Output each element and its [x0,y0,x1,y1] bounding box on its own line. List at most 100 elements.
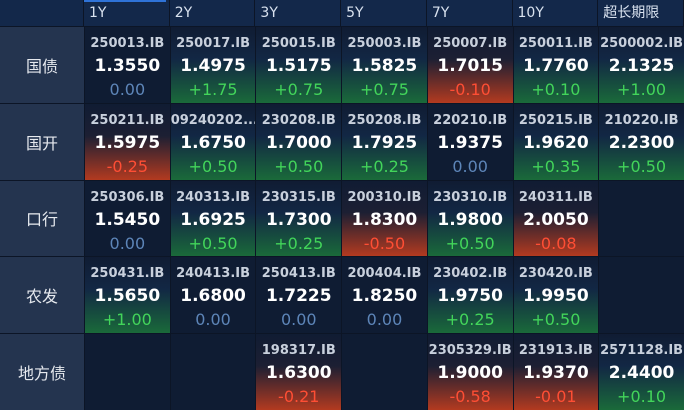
bond-quote-cell[interactable]: 230310.IB 1.9800 +0.50 [426,179,513,257]
bond-quote-cell[interactable]: 2305329.IB 1.9000 -0.58 [426,333,513,410]
bond-yield: 1.5175 [265,56,332,76]
bond-yield: 1.6750 [180,132,246,153]
yield-change: +0.10 [531,80,581,99]
yield-change: 0.00 [109,80,146,99]
bond-yield: 2.1325 [608,56,675,76]
bond-quote-cell[interactable]: 250208.IB 1.7925 +0.25 [341,102,427,180]
yield-change: +0.50 [531,310,581,330]
yield-change: +0.75 [359,80,409,99]
bond-code: 230402.IB [433,266,508,282]
bond-yield: 1.9375 [437,132,503,153]
bond-quote-cell[interactable]: 250431.IB 1.5650 +1.00 [84,256,170,334]
bond-code: 250431.IB [90,266,165,282]
bond-quote-cell[interactable]: 230420.IB 1.9950 +0.50 [512,256,599,334]
bond-code: 2571128.IB [600,343,684,359]
yield-change: +1.00 [617,80,667,99]
bond-quote-cell[interactable]: 250013.IB 1.3550 0.00 [84,26,170,103]
bond-yield: 2.2300 [608,132,675,153]
yield-change: +0.10 [617,387,667,407]
column-header[interactable]: 5Y [341,0,427,26]
bond-code: 231913.IB [518,343,593,359]
bond-yield: 1.6925 [180,209,246,230]
bond-quote-cell[interactable]: 250413.IB 1.7225 0.00 [255,256,342,334]
column-header[interactable]: 2Y [169,0,256,26]
bond-yield: 1.8300 [351,209,418,230]
bond-yield: 1.9750 [437,286,503,307]
bond-code: 09240202... [170,112,256,128]
yield-change: -0.10 [449,80,491,99]
bond-quote-cell[interactable]: 2571128.IB 2.4400 +0.10 [598,333,684,410]
bond-code: 250211.IB [90,112,165,128]
bond-code: 240413.IB [176,266,251,282]
bond-yield: 1.7760 [523,56,589,76]
bond-quote-cell[interactable]: 230208.IB 1.7000 +0.50 [255,102,342,180]
bond-yield: 1.7225 [265,286,332,307]
bond-quote-cell[interactable]: 250215.IB 1.9620 +0.35 [512,102,599,180]
bond-code: 250208.IB [347,112,422,128]
bond-yield: 1.3550 [94,56,161,76]
bond-quote-cell[interactable]: 240311.IB 2.0050 -0.08 [512,179,599,257]
bond-yield: 1.7925 [351,132,418,153]
column-header[interactable]: 1Y [84,0,170,26]
bond-code: 230420.IB [518,266,593,282]
bond-code: 200404.IB [347,266,422,282]
bond-yield: 2.4400 [608,363,675,384]
bond-yield: 1.9950 [523,286,589,307]
bond-code: 230315.IB [261,189,336,205]
column-header[interactable]: 超长期限 [598,0,684,26]
bond-quote-cell[interactable]: 200310.IB 1.8300 -0.50 [341,179,427,257]
yield-change: 0.00 [366,310,403,330]
bond-quote-cell[interactable]: 240413.IB 1.6800 0.00 [169,256,256,334]
yield-change: +0.25 [359,156,409,176]
yield-change: -0.25 [106,156,149,176]
bond-quote-cell[interactable]: 2500002.IB 2.1325 +1.00 [598,26,684,103]
bond-yield: 1.9370 [523,363,589,384]
bond-quote-cell[interactable]: 250015.IB 1.5175 +0.75 [255,26,342,103]
yield-change: 0.00 [195,310,231,330]
yield-change: +1.75 [188,80,238,99]
bond-quote-cell[interactable]: 250211.IB 1.5975 -0.25 [84,102,170,180]
bond-quote-cell[interactable]: 230315.IB 1.7300 +0.25 [255,179,342,257]
bond-quote-cell[interactable]: 230402.IB 1.9750 +0.25 [426,256,513,334]
bond-code: 2305329.IB [428,343,512,359]
bond-quote-cell[interactable]: 198317.IB 1.6300 -0.21 [255,333,342,410]
active-column-indicator [84,0,166,2]
column-header[interactable]: 7Y [426,0,513,26]
bond-code: 250007.IB [433,36,508,51]
bond-yield: 1.6800 [180,286,246,307]
yield-change: +1.00 [102,310,152,330]
yield-change: +0.75 [274,80,324,99]
bond-yield: 1.5975 [94,132,161,153]
bond-quote-cell[interactable]: 250007.IB 1.7015 -0.10 [426,26,513,103]
bond-yield: 2.0050 [523,209,589,230]
yield-change: +0.50 [274,156,324,176]
bond-yield: 1.7015 [437,56,503,76]
bond-quote-cell[interactable]: 200404.IB 1.8250 0.00 [341,256,427,334]
yield-change: +0.50 [445,233,495,253]
row-label: 农发 [0,256,84,334]
yield-change: -0.58 [449,387,491,407]
column-header[interactable]: 3Y [255,0,342,26]
empty-cell [598,179,684,257]
row-label: 地方债 [0,333,84,410]
bond-quote-cell[interactable]: 231913.IB 1.9370 -0.01 [512,333,599,410]
bond-yield: 1.8250 [351,286,418,307]
row-label: 国开 [0,102,84,180]
bond-quote-cell[interactable]: 250306.IB 1.5450 0.00 [84,179,170,257]
bond-quote-cell[interactable]: 220210.IB 1.9375 0.00 [426,102,513,180]
bond-quote-cell[interactable]: 250011.IB 1.7760 +0.10 [512,26,599,103]
bond-yield: 1.7300 [265,209,332,230]
bond-yield: 1.5650 [94,286,161,307]
bond-quote-cell[interactable]: 210220.IB 2.2300 +0.50 [598,102,684,180]
bond-quote-cell[interactable]: 240313.IB 1.6925 +0.50 [169,179,256,257]
yield-change: -0.01 [535,387,577,407]
bond-quote-cell[interactable]: 250017.IB 1.4975 +1.75 [169,26,256,103]
column-header[interactable]: 10Y [512,0,599,26]
yield-change: +0.35 [531,156,581,176]
yield-change: -0.08 [535,233,577,253]
bond-quote-cell[interactable]: 09240202... 1.6750 +0.50 [169,102,256,180]
yield-change: +0.25 [274,233,324,253]
bond-quote-cell[interactable]: 250003.IB 1.5825 +0.75 [341,26,427,103]
yield-change: 0.00 [452,156,488,176]
empty-cell [598,256,684,334]
